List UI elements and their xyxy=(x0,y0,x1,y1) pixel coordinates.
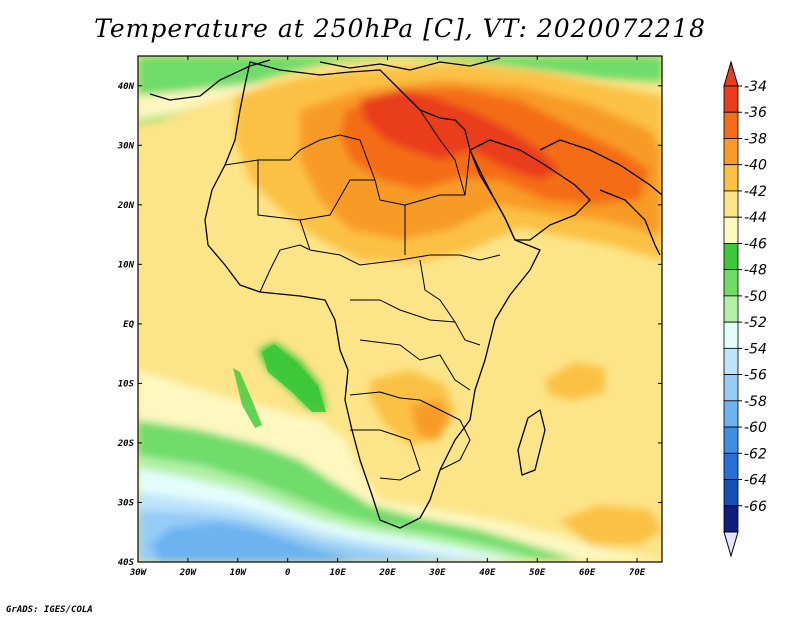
footer-credit: GrADS: IGES/COLA xyxy=(6,605,93,615)
map-title: Temperature at 250hPa [C], VT: 202007221… xyxy=(94,14,706,43)
lat-tick-label: 20N xyxy=(117,201,135,211)
colorbar-label: -56 xyxy=(744,368,767,384)
colorbar-label: -48 xyxy=(744,263,767,279)
colorbar-label: -40 xyxy=(744,158,767,174)
colorbar-swatch xyxy=(723,85,739,113)
colorbar-top-arrow xyxy=(723,60,739,87)
colorbar-label: -52 xyxy=(744,315,767,331)
lon-tick-label: 0 xyxy=(285,568,291,578)
lat-tick-label: 30N xyxy=(117,141,135,151)
colorbar-swatch xyxy=(723,426,739,454)
colorbar: -34 -36 -38 -40 -42 -44 -46 -48 -50 -52 -54 -56 -58 -… xyxy=(723,60,767,558)
colorbar-swatch xyxy=(723,138,739,166)
colorbar-swatch xyxy=(723,190,739,218)
lat-tick-label: 10N xyxy=(118,260,135,270)
colorbar-swatch xyxy=(723,479,739,507)
lon-tick-label: 20W xyxy=(179,568,198,578)
colorbar-swatch xyxy=(723,347,739,375)
colorbar-label: -64 xyxy=(744,473,767,489)
lat-tick-label: 40S xyxy=(118,558,135,568)
lon-tick-label: 30W xyxy=(129,568,148,578)
lon-tick-label: 20E xyxy=(378,568,396,578)
colorbar-label: -44 xyxy=(744,210,767,226)
longitude-axis: 30W 20W 10W 0 10E 20E 30E 40E 50E 60E 70E xyxy=(129,56,646,578)
colorbar-label: -62 xyxy=(744,446,767,462)
colorbar-label: -58 xyxy=(744,394,767,410)
lon-tick-label: 50E xyxy=(529,568,546,578)
colorbar-swatch xyxy=(723,374,739,402)
colorbar-label: -34 xyxy=(744,79,767,95)
colorbar-label: -60 xyxy=(744,420,767,436)
colorbar-swatch xyxy=(723,164,739,192)
coastlines xyxy=(149,57,662,529)
colorbar-label: -38 xyxy=(744,131,767,147)
colorbar-swatch xyxy=(723,452,739,480)
lon-tick-label: 10W xyxy=(230,568,248,578)
lat-tick-label: 20S xyxy=(117,439,135,449)
lon-tick-label: 70E xyxy=(629,568,646,578)
temperature-field xyxy=(138,56,662,562)
lon-tick-label: 10E xyxy=(329,568,346,578)
colorbar-swatch xyxy=(723,111,739,139)
colorbar-swatch xyxy=(723,321,739,349)
colorbar-swatch xyxy=(723,216,739,244)
colorbar-label: -54 xyxy=(744,341,767,357)
plot-frame xyxy=(137,55,663,563)
lat-tick-label: 30S xyxy=(117,498,135,508)
colorbar-label: -46 xyxy=(744,236,767,252)
latitude-axis: 40N 30N 20N 10N EQ 10S 20S 30S 40S xyxy=(117,82,662,568)
lon-tick-label: 40E xyxy=(479,568,496,578)
lat-tick-label: EQ xyxy=(123,320,134,330)
lat-tick-label: 10S xyxy=(118,379,135,389)
colorbar-bottom-arrow xyxy=(723,531,739,558)
lat-tick-label: 40N xyxy=(118,82,135,92)
colorbar-swatch xyxy=(723,505,739,533)
colorbar-swatch xyxy=(723,400,739,428)
colorbar-swatch xyxy=(723,269,739,297)
colorbar-swatch xyxy=(723,295,739,323)
lon-tick-label: 30E xyxy=(428,568,446,578)
colorbar-swatch xyxy=(723,243,739,271)
colorbar-label: -36 xyxy=(744,105,767,121)
lon-tick-label: 60E xyxy=(579,568,596,578)
colorbar-label: -66 xyxy=(744,499,767,515)
colorbar-label: -50 xyxy=(744,289,767,305)
colorbar-label: -42 xyxy=(744,184,767,200)
